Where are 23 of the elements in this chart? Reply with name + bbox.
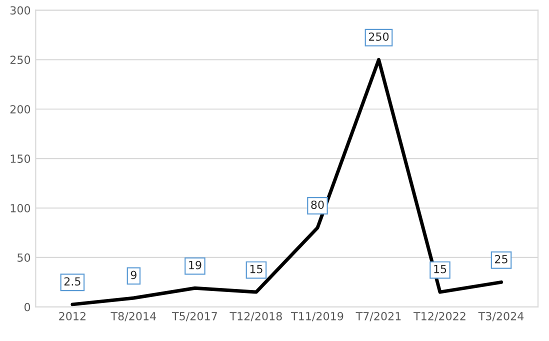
- data-label: 15: [434, 264, 446, 274]
- y-tick-label: 200: [10, 105, 30, 114]
- data-label: 19: [189, 260, 202, 270]
- x-tick-label: T5/2017: [172, 312, 217, 322]
- y-tick-label: 50: [18, 253, 30, 262]
- x-tick-label: 2012: [59, 312, 86, 320]
- x-tick-label: T12/2018: [230, 312, 282, 322]
- x-tick-label: T11/2019: [290, 312, 344, 322]
- x-tick-label: T7/2021: [356, 312, 401, 322]
- data-label: 80: [311, 200, 324, 209]
- y-tick-label: 100: [10, 204, 30, 212]
- y-tick-label: 150: [10, 154, 30, 163]
- x-tick-label: T8/2014: [110, 312, 156, 322]
- data-label: 9: [130, 270, 136, 280]
- x-tick-label: T12/2022: [413, 312, 466, 322]
- data-label: 2.5: [64, 277, 80, 286]
- y-tick-label: 0: [24, 302, 30, 312]
- y-tick-label: 300: [10, 6, 30, 15]
- y-tick-label: 250: [10, 56, 30, 64]
- data-label: 25: [495, 254, 508, 264]
- x-tick-label: T3/2024: [478, 312, 524, 322]
- data-label: 250: [368, 32, 389, 41]
- data-label: 15: [250, 264, 262, 274]
